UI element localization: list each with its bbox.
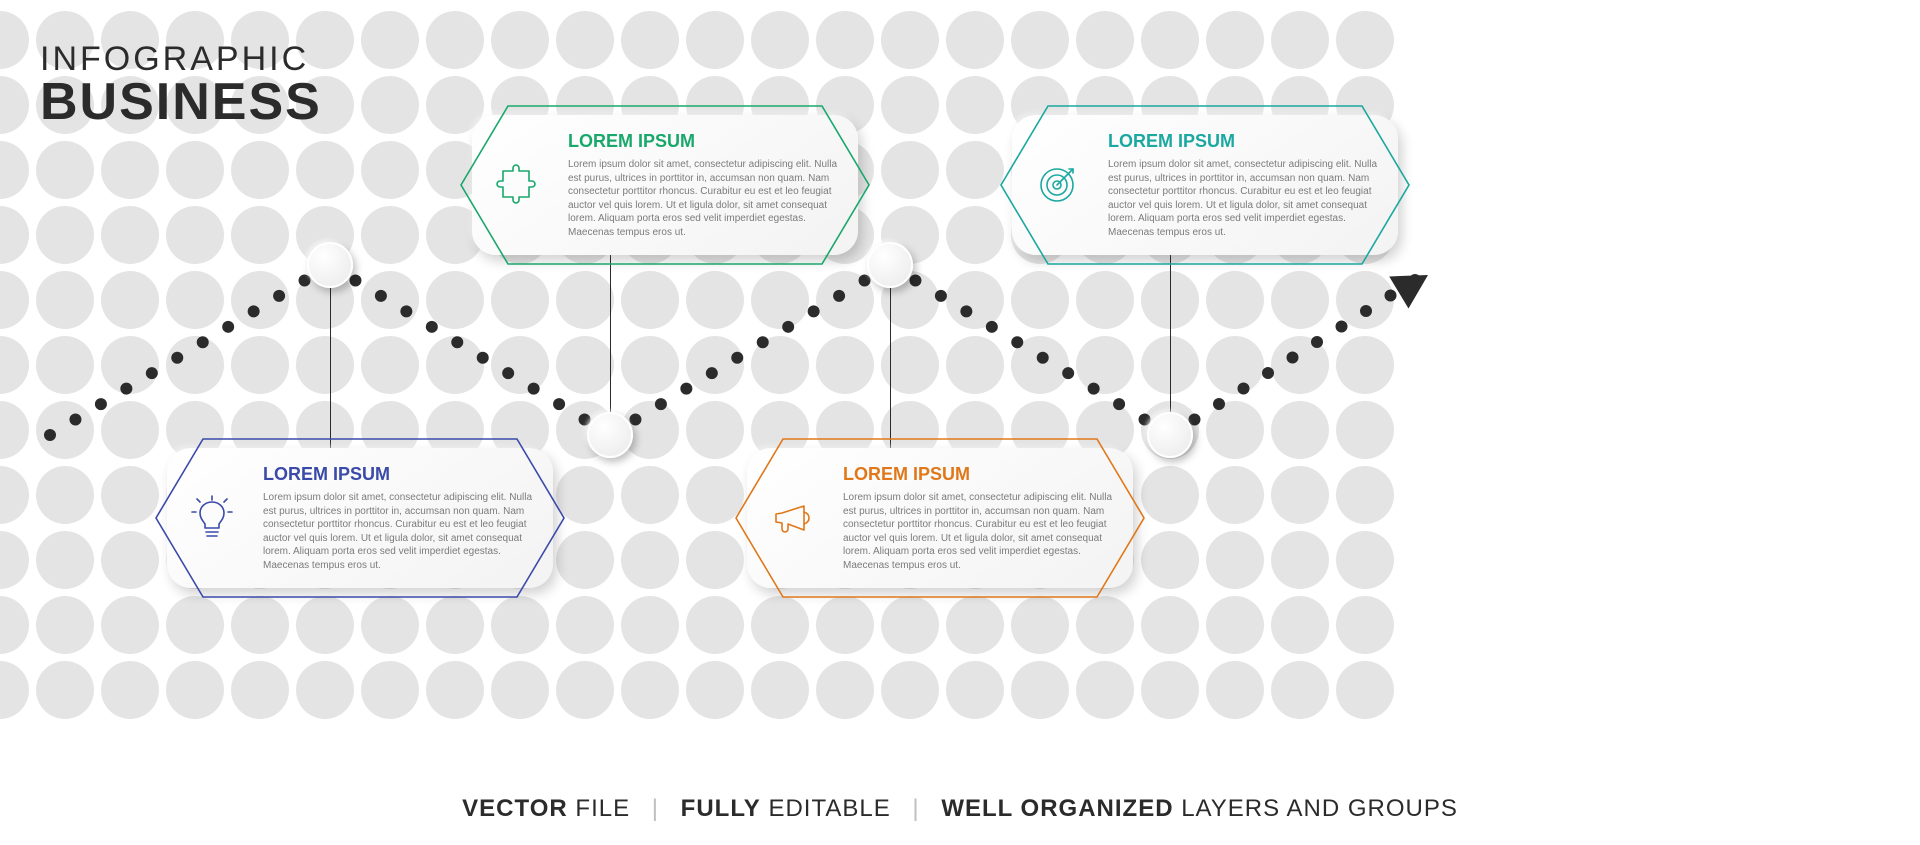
footer-caption: VECTOR FILE | FULLY EDITABLE | WELL ORGA… [0, 795, 1920, 823]
timeline-node-4 [1147, 412, 1193, 458]
footer-sep-0: | [652, 795, 659, 822]
puzzle-icon [482, 161, 552, 209]
footer-part-2-light: LAYERS AND GROUPS [1174, 795, 1458, 822]
connector-line [1170, 245, 1171, 435]
connector-line [330, 265, 331, 458]
card-content: LOREM IPSUM Lorem ipsum dolor sit amet, … [735, 438, 1145, 598]
card-title: LOREM IPSUM [263, 464, 539, 485]
step-card-1: LOREM IPSUM Lorem ipsum dolor sit amet, … [155, 438, 565, 598]
timeline-node-1 [307, 242, 353, 288]
page-title-block: INFOGRAPHIC BUSINESS [40, 40, 322, 126]
footer-part-2-bold: WELL ORGANIZED [941, 795, 1173, 822]
card-content: LOREM IPSUM Lorem ipsum dolor sit amet, … [460, 105, 870, 265]
card-title: LOREM IPSUM [843, 464, 1119, 485]
timeline-node-2 [587, 412, 633, 458]
megaphone-icon [757, 494, 827, 542]
footer-part-0-bold: VECTOR [462, 795, 568, 822]
title-line-2: BUSINESS [40, 79, 322, 126]
connector-line [890, 265, 891, 458]
card-body: Lorem ipsum dolor sit amet, consectetur … [263, 491, 539, 572]
lightbulb-icon [177, 494, 247, 542]
footer-sep-1: | [912, 795, 919, 822]
footer-part-1-light: EDITABLE [761, 795, 891, 822]
card-content: LOREM IPSUM Lorem ipsum dolor sit amet, … [1000, 105, 1410, 265]
footer-part-1-bold: FULLY [681, 795, 761, 822]
timeline-node-3 [867, 242, 913, 288]
card-body: Lorem ipsum dolor sit amet, consectetur … [1108, 158, 1384, 239]
card-body: Lorem ipsum dolor sit amet, consectetur … [843, 491, 1119, 572]
target-icon [1022, 161, 1092, 209]
arrowhead-icon [1389, 259, 1437, 309]
card-title: LOREM IPSUM [568, 131, 844, 152]
step-card-4: LOREM IPSUM Lorem ipsum dolor sit amet, … [1000, 105, 1410, 265]
footer-part-0-light: FILE [568, 795, 630, 822]
connector-line [610, 245, 611, 435]
card-content: LOREM IPSUM Lorem ipsum dolor sit amet, … [155, 438, 565, 598]
step-card-3: LOREM IPSUM Lorem ipsum dolor sit amet, … [735, 438, 1145, 598]
card-body: Lorem ipsum dolor sit amet, consectetur … [568, 158, 844, 239]
card-title: LOREM IPSUM [1108, 131, 1384, 152]
step-card-2: LOREM IPSUM Lorem ipsum dolor sit amet, … [460, 105, 870, 265]
